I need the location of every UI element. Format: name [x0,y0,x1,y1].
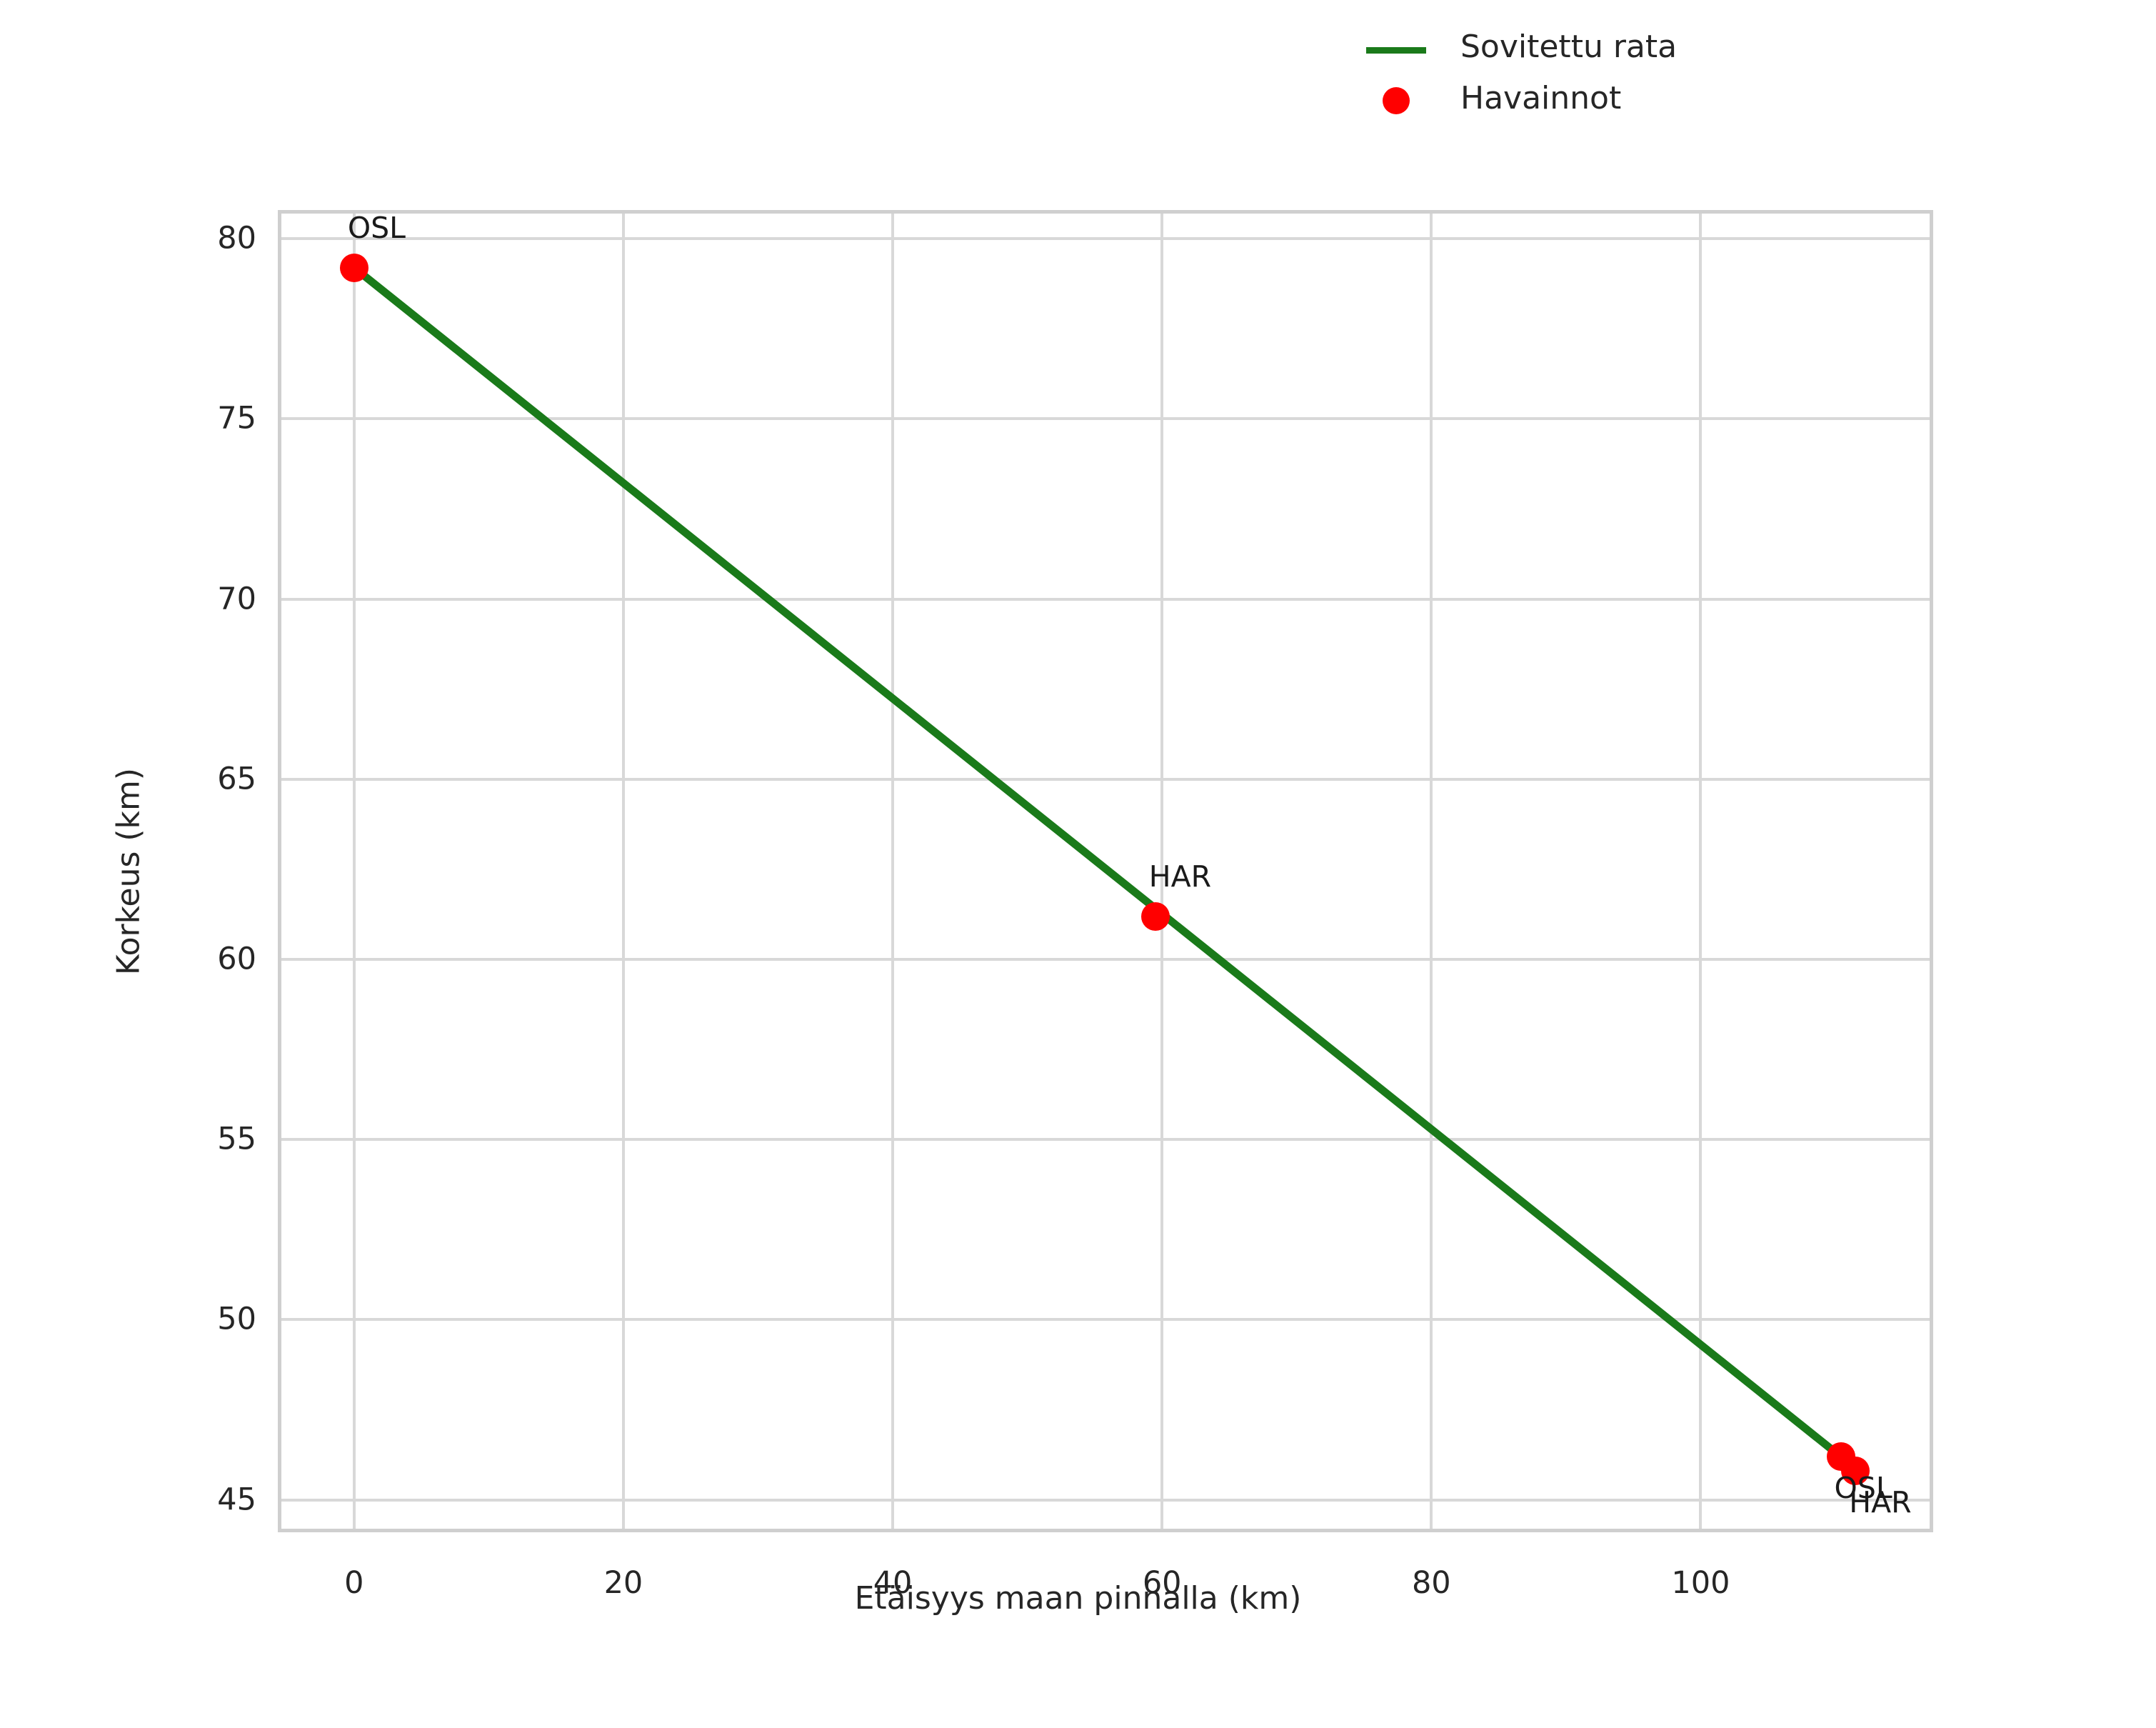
x-tick-label: 40 [873,1565,913,1601]
data-point-marker[interactable] [1140,902,1170,931]
fitted-trajectory-line [350,264,1845,1461]
point-label-har: HAR [1849,1485,1912,1520]
point-label-osl: OSL [347,210,406,245]
gridline-vertical [1160,214,1164,1529]
gridline-horizontal [281,237,1930,241]
gridline-horizontal [281,958,1930,962]
y-tick-label: 50 [217,1301,256,1337]
legend-label-fitted-line: Sovitettu rata [1460,29,1678,65]
y-tick-label: 65 [217,761,256,797]
gridline-horizontal [281,597,1930,601]
plot-area: OSL HAR OSL HAR [278,210,1933,1532]
gridline-horizontal [281,1138,1930,1142]
gridline-horizontal [281,1498,1930,1502]
gridline-horizontal [281,417,1930,421]
gridline-horizontal [281,777,1930,781]
gridline-vertical [352,214,356,1529]
y-tick-label: 75 [217,400,256,436]
y-tick-label: 55 [217,1121,256,1157]
legend-label-observations: Havainnot [1460,80,1622,116]
x-tick-label: 80 [1411,1565,1451,1601]
x-tick-label: 20 [603,1565,643,1601]
gridline-vertical [621,214,625,1529]
x-tick-label: 100 [1671,1565,1730,1601]
data-point-marker[interactable] [339,253,368,282]
legend-item-observations[interactable]: Havainnot [1360,74,1646,126]
gridline-vertical [1430,214,1433,1529]
gridline-horizontal [281,1318,1930,1322]
point-label-osl: OSL [1834,1471,1892,1506]
gridline-vertical [1699,214,1703,1529]
y-tick-label: 45 [217,1482,256,1518]
x-axis-title: Etäisyys maan pinnalla (km) [854,1580,1302,1617]
point-label-har: HAR [1148,859,1212,894]
legend: Sovitettu rata Havainnot [1360,23,1677,126]
gridline-vertical [891,214,895,1529]
legend-marker-dot-icon [1383,87,1410,114]
x-tick-label: 0 [344,1565,364,1601]
legend-line-swatch-icon [1366,47,1426,54]
y-tick-label: 80 [217,220,256,256]
legend-item-fitted-line[interactable]: Sovitettu rata [1360,23,1677,74]
data-point-marker[interactable] [1841,1457,1870,1486]
y-tick-label: 70 [217,581,256,617]
x-tick-label: 60 [1142,1565,1182,1601]
y-tick-label: 60 [217,941,256,977]
